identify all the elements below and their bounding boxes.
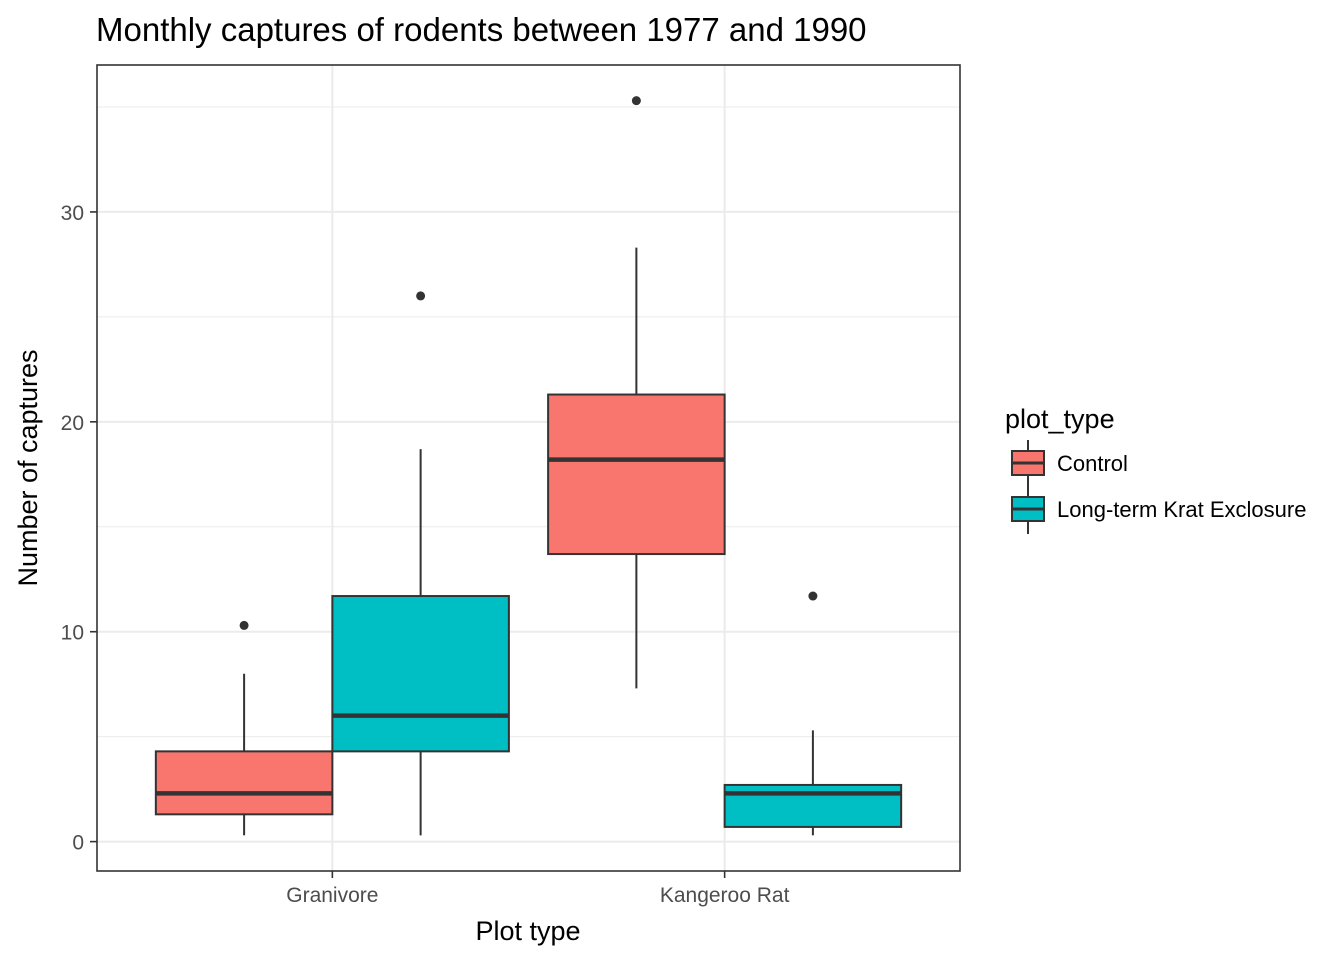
y-tick-label: 10 [61, 622, 84, 645]
outlier-point [631, 96, 641, 106]
box-iqr [154, 750, 334, 816]
legend-label: Long-term Krat Exclosure [1057, 497, 1306, 522]
outlier-point [808, 591, 818, 601]
plot-panel-background [97, 65, 960, 871]
y-tick-label: 30 [61, 202, 84, 225]
legend-key-control: Control [1011, 440, 1128, 488]
outlier-point [239, 620, 249, 630]
chart-title: Monthly captures of rodents between 1977… [96, 11, 867, 48]
box-control-granivore [154, 620, 334, 836]
y-tick-label: 20 [61, 412, 84, 435]
y-tick-label: 0 [72, 832, 84, 855]
box-iqr [331, 595, 510, 753]
y-axis: 0 10 20 30 [61, 202, 97, 855]
x-axis-label: Plot type [475, 916, 580, 946]
box-long-term-krat-exclosure-kangeroo-rat [723, 591, 903, 836]
x-axis: Granivore Kangeroo Rat [286, 871, 790, 907]
box-control-kangeroo-rat [547, 96, 726, 689]
legend: plot_type Control Long-term Krat Exclosur… [1005, 404, 1306, 534]
boxplot-boxes [154, 96, 903, 836]
x-tick-label: Granivore [286, 884, 378, 907]
box-long-term-krat-exclosure-granivore [331, 291, 510, 836]
x-tick-label: Kangeroo Rat [660, 884, 790, 907]
legend-title: plot_type [1005, 404, 1115, 434]
outlier-point [416, 291, 426, 301]
box-iqr [547, 393, 726, 556]
minor-gridlines [97, 106, 960, 738]
legend-label: Control [1057, 451, 1128, 476]
y-axis-label: Number of captures [13, 349, 43, 586]
legend-key-long-term-krat-exclosure: Long-term Krat Exclosure [1011, 486, 1306, 534]
plot-panel-border [96, 64, 961, 872]
